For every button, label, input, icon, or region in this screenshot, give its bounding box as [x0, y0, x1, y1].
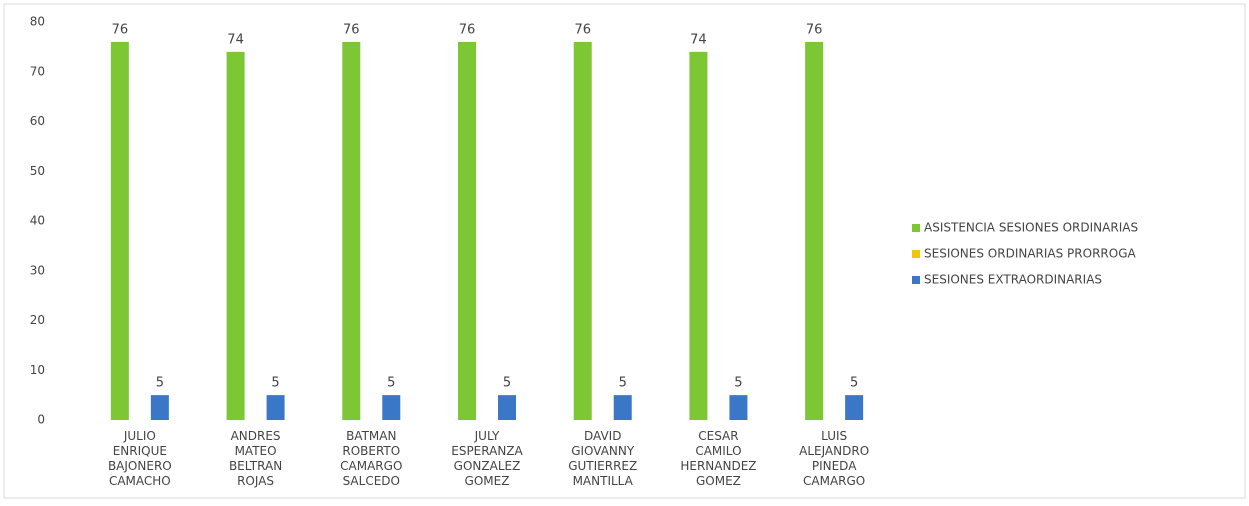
- value-label: 74: [690, 32, 707, 47]
- y-tick-label: 70: [30, 64, 45, 78]
- y-tick-label: 20: [30, 313, 45, 327]
- x-tick-label: CESAR CAMILO HERNANDEZ GOMEZ: [680, 429, 756, 488]
- bar: [458, 41, 476, 421]
- value-label: 5: [734, 376, 742, 391]
- bar: [382, 395, 401, 420]
- value-label: 5: [850, 376, 858, 391]
- legend-label: SESIONES ORDINARIAS PRORROGA: [924, 247, 1136, 261]
- legend-swatch: [912, 224, 920, 232]
- bar: [689, 51, 708, 420]
- y-tick-label: 30: [30, 263, 45, 277]
- y-tick-label: 0: [37, 413, 45, 427]
- value-label: 74: [227, 32, 244, 47]
- bar: [845, 395, 864, 420]
- bar: [110, 41, 129, 421]
- value-label: 5: [271, 376, 279, 391]
- x-tick-label: DAVID GIOVANNY GUTIERREZ MANTILLA: [568, 429, 637, 488]
- bar: [729, 395, 748, 420]
- x-tick-label: BATMAN ROBERTO CAMARGO SALCEDO: [340, 429, 402, 488]
- value-label: 76: [112, 22, 129, 37]
- bar: [150, 395, 169, 420]
- bar: [342, 41, 361, 421]
- legend-label: SESIONES EXTRAORDINARIAS: [924, 273, 1102, 287]
- legend-swatch: [912, 276, 920, 284]
- bar: [266, 395, 285, 420]
- bar: [613, 395, 632, 420]
- value-label: 5: [156, 376, 164, 391]
- value-label: 76: [806, 22, 823, 37]
- y-tick-label: 80: [30, 15, 45, 29]
- value-label: 76: [574, 22, 591, 37]
- value-label: 5: [619, 376, 627, 391]
- x-tick-label: LUIS ALEJANDRO PINEDA CAMARGO: [799, 429, 869, 488]
- y-tick-label: 50: [30, 164, 45, 178]
- value-label: 76: [343, 22, 360, 37]
- y-tick-label: 10: [30, 363, 45, 377]
- value-label: 5: [387, 376, 395, 391]
- bar: [573, 41, 592, 421]
- y-tick-label: 40: [30, 214, 45, 228]
- x-tick-label: ANDRES MATEO BELTRAN ROJAS: [229, 429, 282, 488]
- value-label: 76: [459, 22, 476, 37]
- legend-label: ASISTENCIA SESIONES ORDINARIAS: [924, 221, 1138, 235]
- value-label: 5: [503, 376, 511, 391]
- bar: [805, 41, 824, 421]
- x-tick-label: JULY ESPERANZA GONZALEZ GOMEZ: [451, 429, 523, 488]
- y-tick-label: 60: [30, 114, 45, 128]
- bar: [226, 51, 245, 420]
- x-tick-label: JULIO ENRIQUE BAJONERO CAMACHO: [108, 429, 172, 488]
- legend-swatch: [912, 250, 920, 258]
- bar: [498, 395, 516, 420]
